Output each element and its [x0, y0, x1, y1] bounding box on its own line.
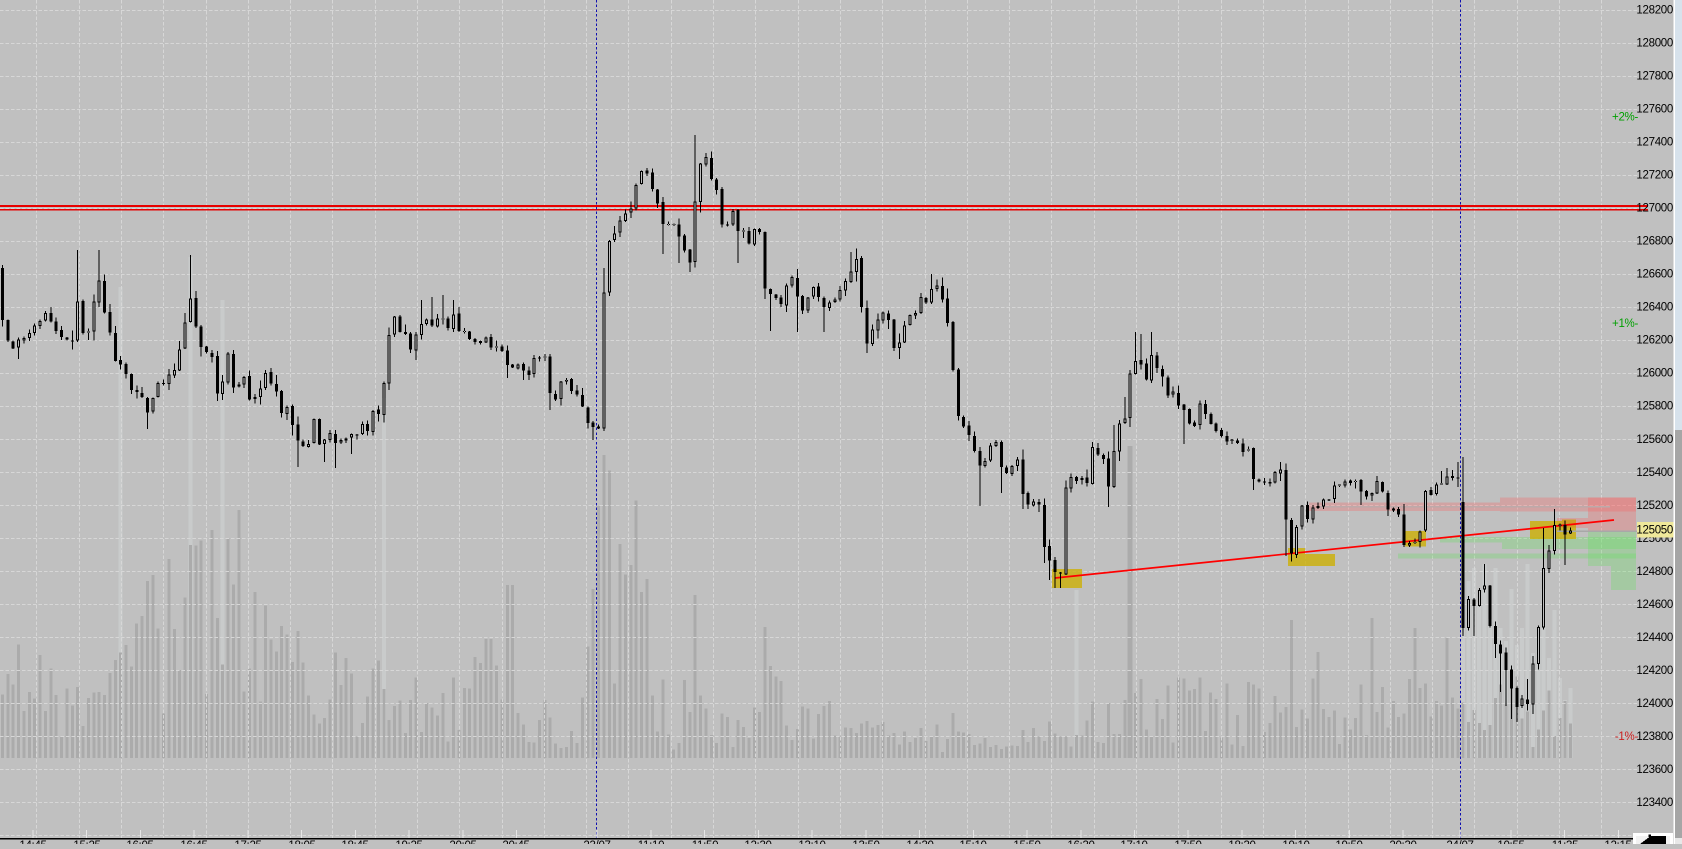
svg-text:11:35: 11:35: [1552, 840, 1578, 844]
svg-text:127800: 127800: [1636, 71, 1673, 83]
svg-text:15:10: 15:10: [959, 840, 986, 844]
svg-text:128000: 128000: [1636, 38, 1673, 50]
svg-text:126000: 126000: [1636, 368, 1673, 380]
svg-text:125050: 125050: [1636, 525, 1673, 537]
svg-text:19:10: 19:10: [1282, 840, 1309, 844]
svg-text:126200: 126200: [1636, 335, 1673, 347]
svg-text:13:50: 13:50: [852, 840, 879, 844]
svg-text:125800: 125800: [1636, 401, 1673, 413]
svg-text:11:10: 11:10: [638, 840, 664, 844]
svg-text:123400: 123400: [1636, 797, 1673, 809]
svg-text:15:50: 15:50: [1013, 840, 1040, 844]
svg-text:12:30: 12:30: [744, 840, 771, 844]
svg-text:126400: 126400: [1636, 302, 1673, 314]
svg-text:10:55: 10:55: [1497, 840, 1524, 844]
svg-text:124000: 124000: [1636, 698, 1673, 710]
svg-text:124400: 124400: [1636, 632, 1673, 644]
svg-text:16:30: 16:30: [1067, 840, 1094, 844]
svg-text:126800: 126800: [1636, 236, 1673, 248]
svg-text:-1%-: -1%-: [1615, 731, 1639, 743]
svg-text:11:50: 11:50: [692, 840, 718, 844]
svg-text:18:30: 18:30: [1228, 840, 1255, 844]
svg-text:125200: 125200: [1636, 500, 1673, 512]
svg-text:13:10: 13:10: [798, 840, 825, 844]
svg-text:125400: 125400: [1636, 467, 1673, 479]
svg-text:18:05: 18:05: [288, 840, 315, 844]
svg-text:127600: 127600: [1636, 104, 1673, 116]
svg-text:127400: 127400: [1636, 137, 1673, 149]
svg-text:125600: 125600: [1636, 434, 1673, 446]
svg-text:20:30: 20:30: [1389, 840, 1416, 844]
svg-text:15:25: 15:25: [73, 840, 100, 844]
svg-text:17:10: 17:10: [1120, 840, 1147, 844]
svg-text:127200: 127200: [1636, 170, 1673, 182]
svg-text:127000: 127000: [1636, 203, 1673, 215]
svg-text:+2%-: +2%-: [1612, 112, 1638, 124]
svg-text:20:05: 20:05: [449, 840, 476, 844]
svg-text:128200: 128200: [1636, 5, 1673, 17]
svg-text:16:05: 16:05: [126, 840, 153, 844]
svg-text:123600: 123600: [1636, 764, 1673, 776]
svg-text:14:45: 14:45: [19, 840, 46, 844]
svg-text:+1%-: +1%-: [1612, 318, 1638, 330]
svg-text:23/07: 23/07: [583, 840, 610, 844]
svg-text:124600: 124600: [1636, 599, 1673, 611]
svg-text:123800: 123800: [1636, 731, 1673, 743]
svg-text:12:15: 12:15: [1604, 840, 1631, 844]
svg-text:124800: 124800: [1636, 566, 1673, 578]
svg-text:17:50: 17:50: [1174, 840, 1201, 844]
svg-text:18:45: 18:45: [341, 840, 368, 844]
svg-text:14:30: 14:30: [906, 840, 933, 844]
svg-text:20:45: 20:45: [502, 840, 529, 844]
svg-text:16:45: 16:45: [180, 840, 207, 844]
svg-text:19:25: 19:25: [395, 840, 422, 844]
svg-text:124200: 124200: [1636, 665, 1673, 677]
svg-text:24/07: 24/07: [1446, 840, 1473, 844]
svg-text:17:25: 17:25: [234, 840, 261, 844]
svg-text:126600: 126600: [1636, 269, 1673, 281]
svg-text:19:50: 19:50: [1335, 840, 1362, 844]
